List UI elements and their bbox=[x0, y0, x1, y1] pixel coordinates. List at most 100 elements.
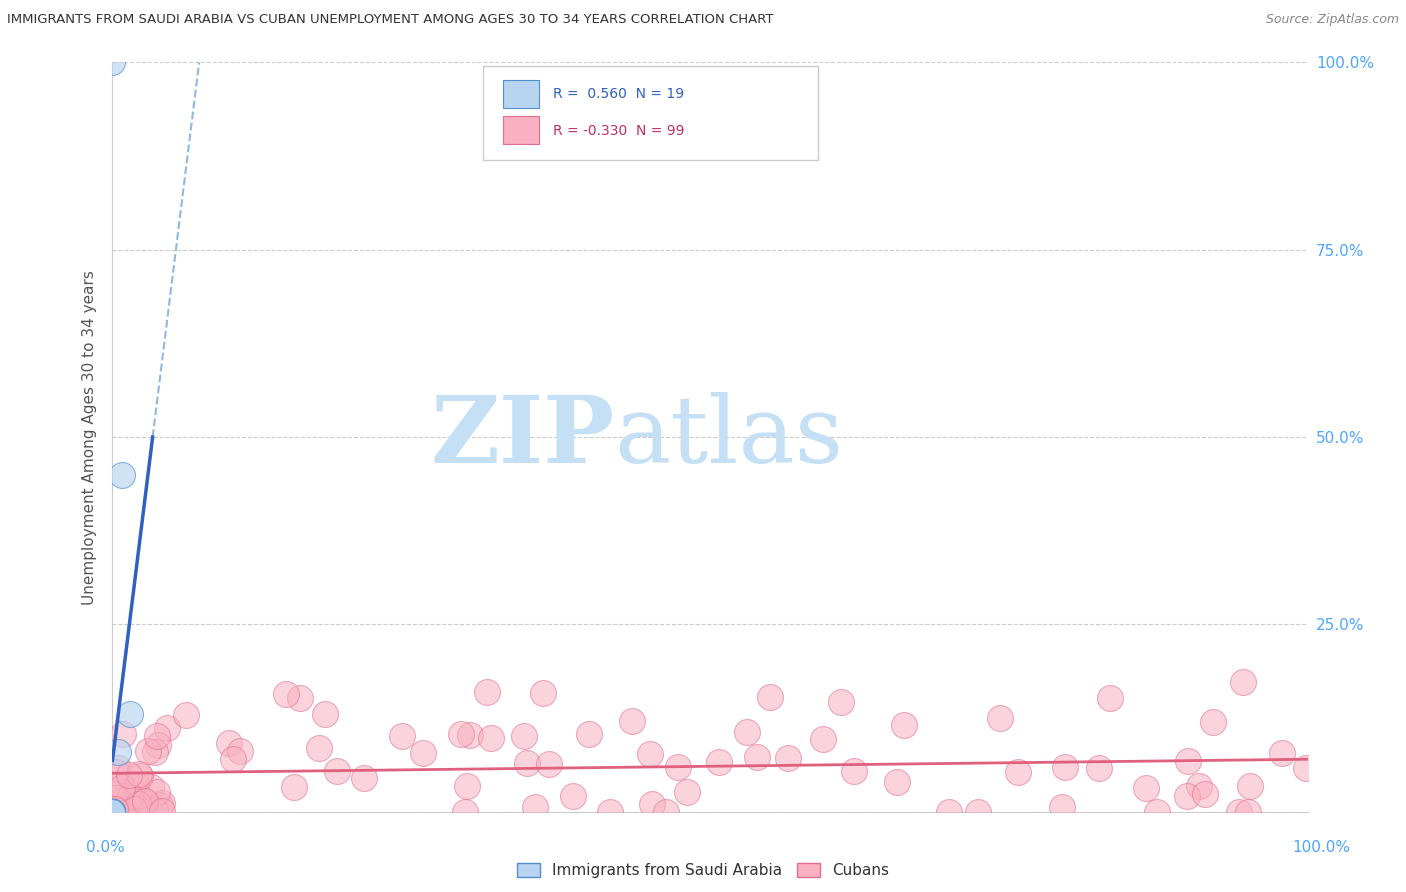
Text: IMMIGRANTS FROM SAUDI ARABIA VS CUBAN UNEMPLOYMENT AMONG AGES 30 TO 34 YEARS COR: IMMIGRANTS FROM SAUDI ARABIA VS CUBAN UN… bbox=[7, 13, 773, 27]
Text: Source: ZipAtlas.com: Source: ZipAtlas.com bbox=[1265, 13, 1399, 27]
Point bbox=[107, 760, 129, 774]
Point bbox=[1175, 789, 1198, 804]
Point bbox=[110, 793, 132, 807]
Point bbox=[475, 685, 498, 699]
Point bbox=[1239, 779, 1261, 793]
Point bbox=[101, 805, 124, 819]
Point bbox=[391, 729, 413, 743]
Point bbox=[776, 751, 799, 765]
Point bbox=[101, 55, 124, 70]
Point bbox=[104, 802, 127, 816]
Point bbox=[988, 710, 1011, 724]
Point bbox=[886, 775, 908, 789]
Point bbox=[150, 804, 173, 818]
Point bbox=[516, 756, 538, 771]
FancyBboxPatch shape bbox=[484, 66, 818, 160]
Text: atlas: atlas bbox=[614, 392, 844, 482]
Point bbox=[412, 747, 434, 761]
Text: 0.0%: 0.0% bbox=[86, 840, 125, 855]
Point bbox=[118, 768, 141, 782]
Point bbox=[578, 727, 600, 741]
Point bbox=[101, 805, 124, 819]
Point bbox=[314, 706, 336, 721]
Point bbox=[104, 787, 127, 801]
Point bbox=[811, 731, 834, 746]
Point bbox=[562, 789, 585, 804]
Point bbox=[454, 805, 477, 819]
Point bbox=[105, 791, 128, 805]
Point bbox=[1232, 675, 1254, 690]
Point bbox=[143, 745, 166, 759]
Point bbox=[229, 744, 252, 758]
Point bbox=[134, 795, 156, 809]
Point bbox=[101, 805, 124, 819]
Point bbox=[134, 794, 156, 808]
Point bbox=[118, 799, 141, 814]
Point bbox=[353, 771, 375, 785]
Point bbox=[101, 805, 124, 819]
Point bbox=[111, 467, 134, 482]
Point bbox=[128, 766, 150, 780]
Point bbox=[1050, 800, 1073, 814]
Point bbox=[122, 802, 145, 816]
Point bbox=[1177, 754, 1199, 768]
Point bbox=[737, 724, 759, 739]
Point bbox=[308, 740, 330, 755]
Point bbox=[844, 764, 866, 778]
Point bbox=[458, 728, 481, 742]
Point bbox=[676, 785, 699, 799]
Point bbox=[118, 789, 141, 804]
Point bbox=[101, 805, 124, 819]
Point bbox=[1146, 805, 1168, 819]
Point bbox=[105, 804, 128, 818]
Point bbox=[538, 756, 561, 771]
Point bbox=[218, 736, 240, 750]
Point bbox=[152, 796, 174, 810]
Point bbox=[1054, 760, 1077, 774]
Point bbox=[139, 780, 162, 794]
Point bbox=[128, 768, 150, 782]
Point bbox=[288, 691, 311, 706]
Text: R = -0.330  N = 99: R = -0.330 N = 99 bbox=[554, 124, 685, 137]
Point bbox=[104, 764, 127, 779]
Point bbox=[101, 805, 124, 819]
Point bbox=[450, 727, 472, 741]
Point bbox=[531, 686, 554, 700]
Point bbox=[481, 731, 503, 745]
Point bbox=[101, 805, 124, 819]
Point bbox=[146, 739, 169, 753]
Point bbox=[146, 785, 169, 799]
Point bbox=[1194, 788, 1216, 802]
Point bbox=[121, 795, 143, 809]
Point bbox=[620, 714, 643, 728]
Point bbox=[830, 695, 852, 709]
Point bbox=[1236, 805, 1258, 819]
Point bbox=[156, 721, 179, 735]
Point bbox=[134, 805, 156, 819]
Point bbox=[893, 718, 915, 732]
Point bbox=[136, 744, 159, 758]
Point bbox=[707, 755, 730, 769]
Point bbox=[655, 805, 678, 819]
Point bbox=[938, 805, 960, 819]
Point bbox=[148, 797, 170, 812]
Point bbox=[666, 759, 689, 773]
Point bbox=[1227, 805, 1250, 819]
Point bbox=[101, 805, 124, 819]
Point bbox=[101, 805, 124, 819]
Point bbox=[125, 776, 148, 790]
Point bbox=[283, 780, 305, 795]
Point bbox=[115, 796, 138, 810]
Point bbox=[120, 707, 142, 722]
Point bbox=[276, 687, 298, 701]
Text: 100.0%: 100.0% bbox=[1292, 840, 1351, 855]
Point bbox=[101, 805, 124, 819]
Legend: Immigrants from Saudi Arabia, Cubans: Immigrants from Saudi Arabia, Cubans bbox=[510, 857, 896, 884]
Point bbox=[101, 805, 124, 819]
Point bbox=[1098, 691, 1121, 706]
Point bbox=[325, 764, 347, 778]
Point bbox=[111, 726, 134, 740]
Point bbox=[523, 799, 546, 814]
Point bbox=[967, 805, 990, 819]
Point bbox=[1270, 746, 1292, 760]
